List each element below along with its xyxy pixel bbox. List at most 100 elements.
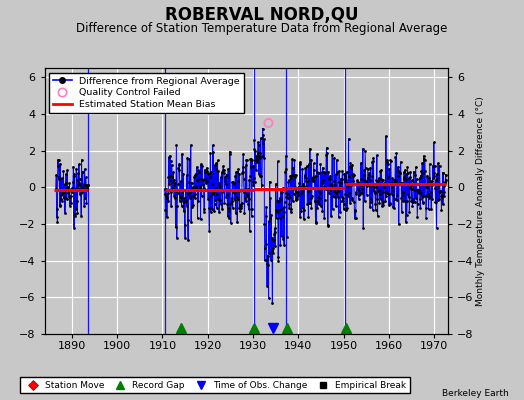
Point [208, 206, 216, 212]
Point [289, 191, 298, 197]
Point [274, 158, 282, 165]
Point [436, 187, 444, 194]
Point [391, 154, 399, 160]
Point [171, 195, 179, 202]
Point [233, 219, 242, 225]
Point [312, 218, 321, 225]
Point [288, 172, 296, 178]
Point [253, 156, 261, 163]
Point [71, 211, 79, 218]
Point [223, 191, 231, 197]
Point [258, 153, 267, 159]
Point [293, 189, 301, 195]
Point [186, 189, 194, 195]
Point [194, 176, 203, 182]
Point [244, 186, 252, 192]
Point [277, 196, 285, 202]
Point [225, 215, 234, 221]
Point [72, 177, 81, 184]
Point [338, 168, 346, 174]
Point [439, 201, 447, 207]
Point [255, 153, 264, 160]
Point [194, 198, 202, 204]
Point [276, 242, 285, 248]
Point [259, 132, 268, 138]
Point [174, 165, 182, 172]
Point [423, 183, 432, 190]
Point [180, 222, 189, 228]
Point [261, 213, 270, 219]
Point [340, 206, 348, 212]
Point [425, 174, 433, 181]
Point [348, 162, 356, 168]
Point [56, 203, 64, 210]
Point [340, 170, 348, 177]
Point [82, 182, 90, 188]
Point [401, 198, 409, 204]
Point [331, 194, 339, 200]
Point [201, 169, 209, 175]
Point [242, 162, 250, 168]
Point [294, 183, 303, 190]
Point [284, 195, 292, 201]
Point [312, 169, 321, 175]
Point [191, 185, 200, 192]
Point [303, 163, 311, 169]
Point [377, 196, 385, 202]
Point [76, 191, 84, 198]
Point [74, 170, 82, 176]
Point [173, 190, 182, 196]
Point [213, 191, 221, 198]
Point [292, 196, 301, 202]
Point [434, 160, 442, 167]
Point [351, 208, 359, 215]
Point [69, 179, 77, 186]
Point [305, 200, 313, 206]
Point [178, 151, 186, 157]
Point [162, 195, 171, 201]
Point [388, 188, 397, 194]
Point [343, 204, 351, 211]
Point [351, 215, 359, 221]
Point [324, 190, 333, 196]
Point [249, 174, 258, 181]
Point [83, 182, 92, 188]
Point [204, 196, 212, 202]
Point [342, 207, 351, 213]
Point [287, 209, 295, 215]
Point [411, 186, 419, 193]
Point [263, 261, 271, 268]
Point [240, 188, 248, 195]
Point [291, 184, 299, 190]
Point [407, 197, 416, 204]
Point [353, 181, 361, 187]
Legend: Station Move, Record Gap, Time of Obs. Change, Empirical Break: Station Move, Record Gap, Time of Obs. C… [20, 377, 410, 394]
Point [268, 237, 277, 243]
Point [427, 192, 435, 199]
Point [431, 199, 440, 206]
Point [170, 182, 179, 188]
Point [169, 179, 178, 185]
Point [404, 190, 412, 197]
Point [237, 200, 246, 206]
Point [383, 157, 391, 163]
Point [328, 181, 336, 187]
Point [275, 207, 283, 214]
Point [357, 176, 366, 182]
Point [310, 160, 318, 167]
Point [264, 262, 272, 268]
Point [360, 167, 368, 173]
Point [73, 198, 81, 204]
Point [282, 234, 291, 240]
Point [398, 209, 406, 216]
Point [269, 244, 277, 251]
Point [80, 181, 88, 187]
Point [244, 200, 253, 207]
Point [286, 194, 294, 200]
Point [78, 185, 86, 192]
Point [244, 206, 253, 212]
Point [266, 215, 274, 221]
Point [411, 164, 420, 170]
Point [288, 156, 297, 162]
Point [319, 164, 327, 171]
